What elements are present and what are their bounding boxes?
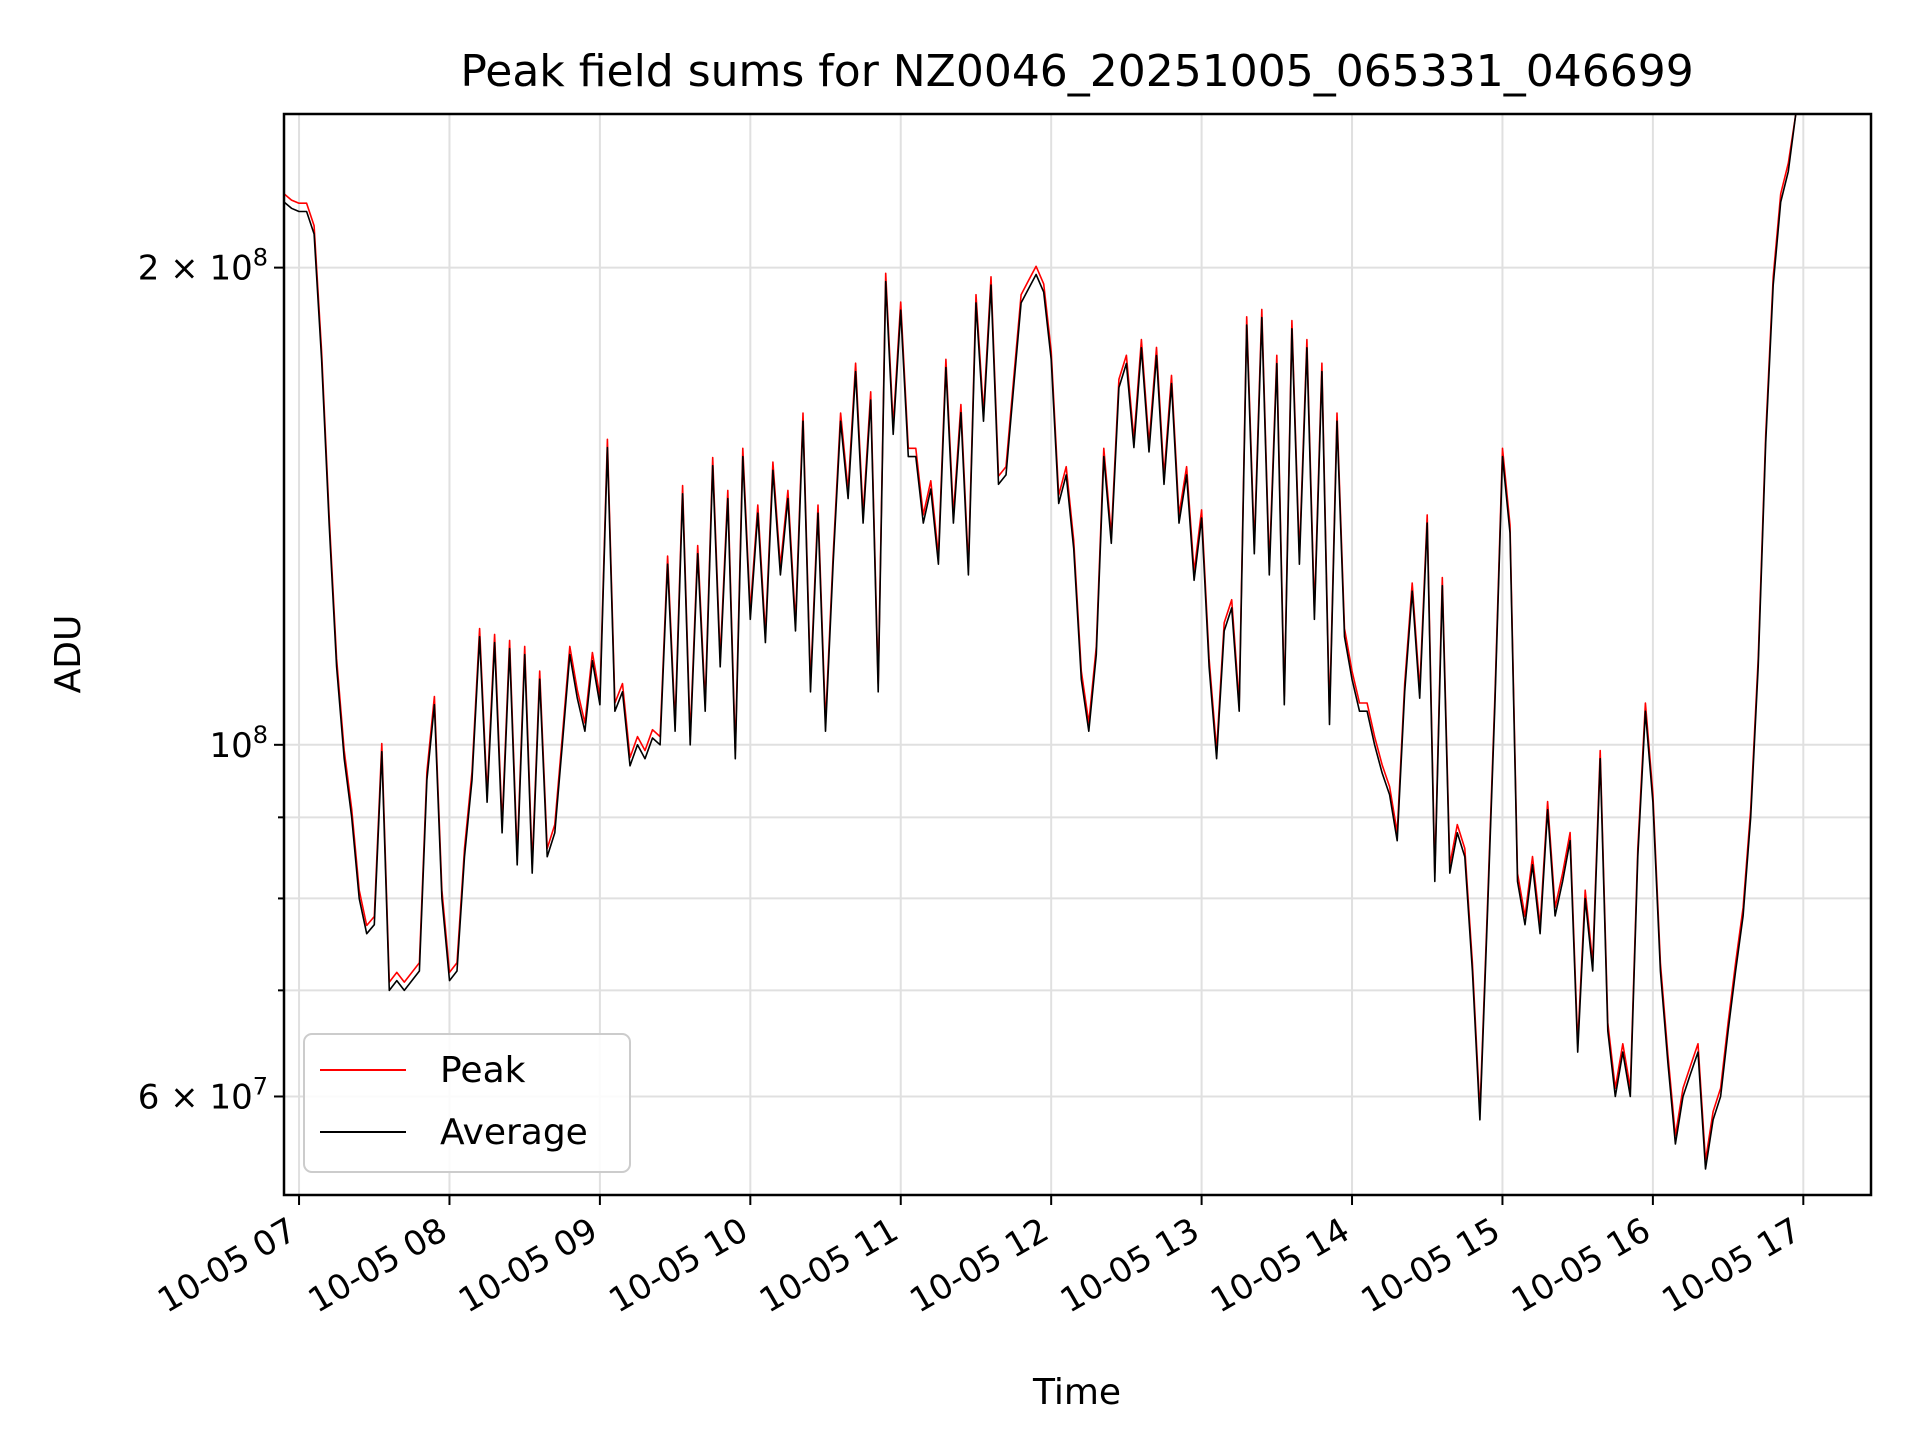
legend-box	[303, 1033, 631, 1173]
plot-frame	[282, 112, 1873, 1197]
x-axis-label: Time	[1032, 1372, 1121, 1413]
y-tick-label: 6 × 107	[138, 1072, 268, 1117]
legend-label-average: Average	[440, 1112, 588, 1153]
y-axis-label: ADU	[48, 615, 89, 694]
series-layer	[283, 113, 1811, 1170]
legend: Peak Average	[303, 1033, 631, 1173]
y-tick-label: 2 × 108	[138, 244, 268, 289]
series-line-average	[283, 113, 1811, 1170]
chart-title: Peak field sums for NZ0046_20251005_0653…	[460, 46, 1693, 97]
grid-layer	[284, 114, 1871, 1195]
legend-label-peak: Peak	[440, 1050, 526, 1091]
y-tick-label: 108	[209, 721, 268, 766]
